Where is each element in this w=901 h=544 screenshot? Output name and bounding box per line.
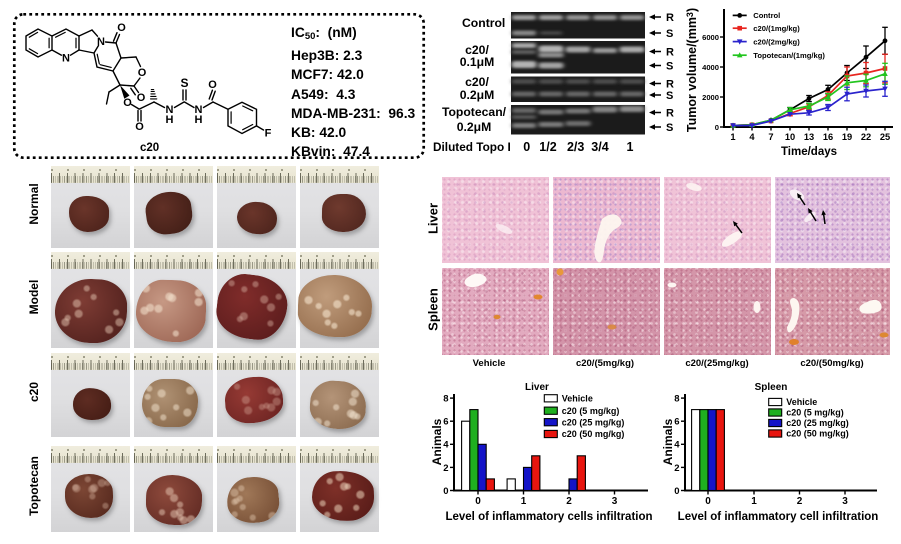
svg-text:3: 3 (612, 496, 618, 507)
svg-text:22: 22 (861, 132, 871, 142)
svg-text:H: H (195, 114, 203, 126)
svg-text:0: 0 (443, 486, 448, 497)
svg-text:6000: 6000 (702, 33, 719, 42)
svg-text:S: S (666, 28, 673, 40)
svg-text:2: 2 (674, 463, 679, 474)
svg-text:c20 (5 mg/kg): c20 (5 mg/kg) (562, 406, 620, 416)
svg-text:c20: c20 (140, 142, 159, 154)
svg-text:R: R (666, 79, 674, 91)
svg-text:16: 16 (823, 132, 833, 142)
svg-text:R: R (666, 108, 674, 120)
svg-text:c20 (50 mg/kg): c20 (50 mg/kg) (562, 429, 625, 439)
svg-text:S: S (180, 76, 188, 90)
svg-text:3: 3 (842, 496, 848, 507)
svg-text:Time/days: Time/days (781, 146, 837, 158)
svg-text:1: 1 (730, 132, 735, 142)
svg-text:N: N (166, 104, 174, 116)
svg-text:4: 4 (443, 440, 449, 451)
svg-text:10: 10 (785, 132, 795, 142)
svg-text:2: 2 (566, 496, 572, 507)
svg-text:1: 1 (521, 496, 527, 507)
svg-text:O: O (208, 79, 217, 91)
svg-text:13: 13 (804, 132, 814, 142)
svg-text:c20 (5 mg/kg): c20 (5 mg/kg) (786, 408, 844, 418)
svg-text:S: S (666, 122, 673, 134)
svg-text:25: 25 (880, 132, 890, 142)
svg-text:c20 (25 mg/kg): c20 (25 mg/kg) (562, 417, 625, 427)
svg-text:Level of inflammatory cells in: Level of inflammatory cells infiltration (445, 511, 652, 523)
svg-text:N: N (62, 53, 70, 65)
svg-text:4: 4 (674, 440, 680, 451)
svg-text:8: 8 (443, 394, 448, 405)
svg-text:O: O (138, 67, 147, 79)
svg-text:2: 2 (443, 463, 448, 474)
svg-text:N: N (195, 104, 203, 116)
svg-text:H: H (166, 114, 174, 126)
svg-text:c20 (25 mg/kg): c20 (25 mg/kg) (786, 418, 849, 428)
svg-text:c20/(1mg/kg): c20/(1mg/kg) (753, 24, 800, 33)
svg-text:O: O (135, 121, 144, 133)
svg-text:0: 0 (674, 486, 679, 497)
svg-text:F: F (265, 128, 272, 140)
svg-text:O: O (117, 22, 126, 34)
svg-text:R: R (666, 47, 674, 59)
svg-text:4000: 4000 (702, 63, 719, 72)
svg-text:c20 (50 mg/kg): c20 (50 mg/kg) (786, 429, 849, 439)
svg-text:Spleen: Spleen (755, 382, 788, 393)
svg-text:8: 8 (674, 394, 679, 405)
svg-text:2000: 2000 (702, 93, 719, 102)
svg-text:0: 0 (705, 496, 711, 507)
svg-text:0: 0 (475, 496, 481, 507)
svg-text:Level of inflammatory cell inf: Level of inflammatory cell infiltration (678, 511, 879, 523)
svg-text:0: 0 (715, 123, 719, 132)
svg-text:S: S (666, 61, 673, 73)
svg-text:O: O (123, 97, 132, 109)
svg-text:Topotecan/(1mg/kg): Topotecan/(1mg/kg) (753, 51, 825, 60)
svg-text:c20/(2mg/kg): c20/(2mg/kg) (753, 37, 800, 46)
svg-text:O: O (137, 92, 146, 104)
svg-text:R: R (666, 12, 674, 24)
svg-text:6: 6 (674, 417, 679, 428)
svg-text:Liver: Liver (525, 382, 549, 393)
svg-text:Vehicle: Vehicle (562, 394, 593, 404)
svg-text:N: N (97, 36, 105, 48)
svg-text:Vehicle: Vehicle (786, 397, 817, 407)
svg-text:7: 7 (768, 132, 773, 142)
svg-text:2: 2 (797, 496, 803, 507)
svg-text:Control: Control (753, 11, 780, 20)
svg-text:S: S (666, 90, 673, 102)
svg-text:19: 19 (842, 132, 852, 142)
svg-text:4: 4 (749, 132, 755, 142)
svg-text:6: 6 (443, 417, 448, 428)
svg-text:1: 1 (751, 496, 757, 507)
